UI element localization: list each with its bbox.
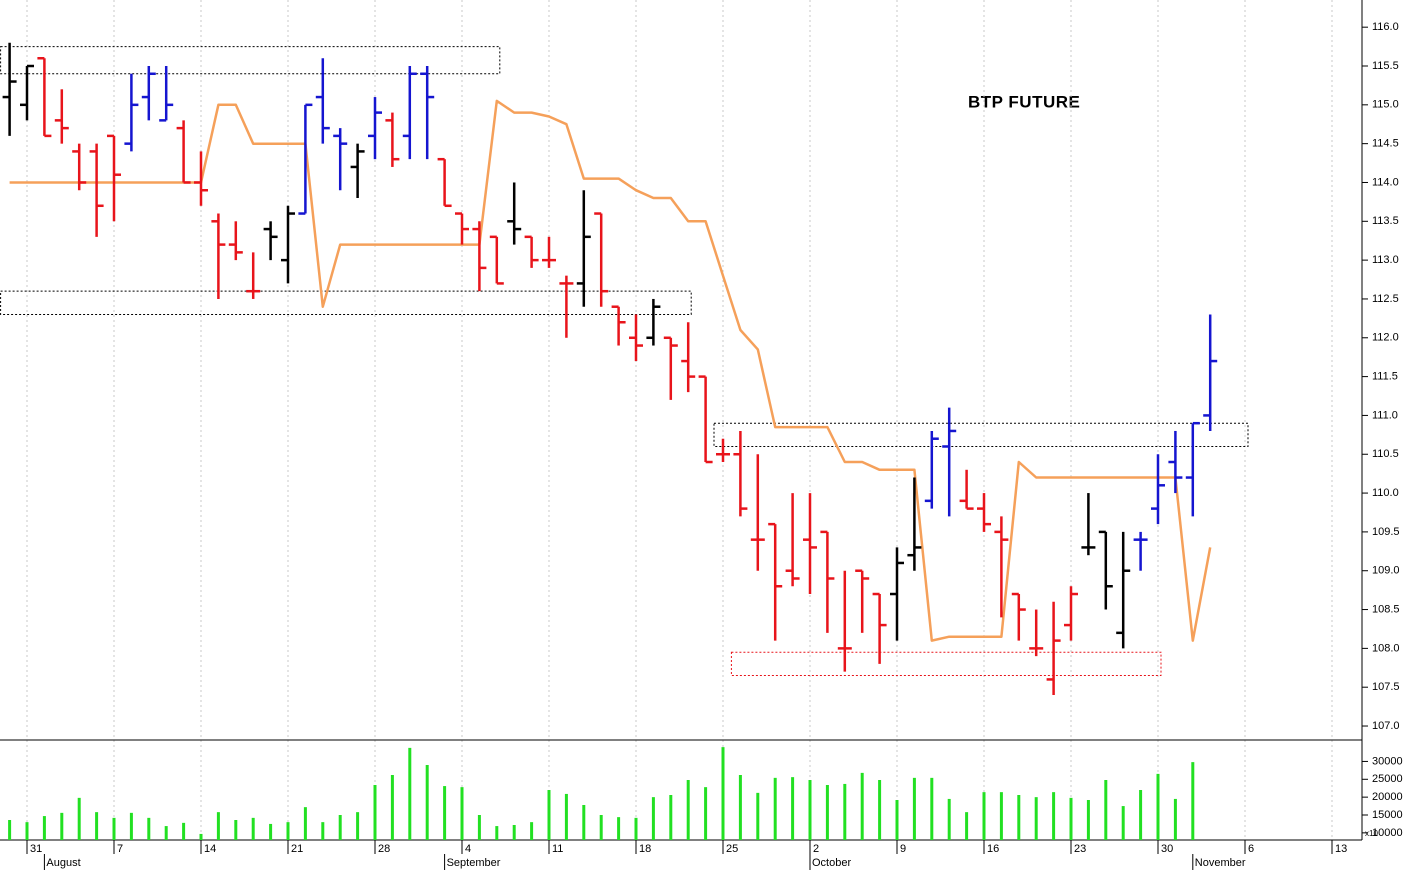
x-tick-label: 21 — [291, 843, 303, 855]
y-tick-label: 112.0 — [1372, 332, 1399, 344]
price-zone — [713, 422, 1249, 447]
x-tick-label: 30 — [1161, 843, 1173, 855]
x-tick-label: 14 — [204, 843, 216, 855]
month-label: October — [812, 857, 851, 869]
x-tick-label: 25 — [726, 843, 738, 855]
x-tick-label: 18 — [639, 843, 651, 855]
volume-tick-label: 30000 — [1372, 755, 1403, 767]
y-tick-label: 107.5 — [1372, 681, 1400, 693]
x-tick-label: 31 — [30, 843, 42, 855]
y-tick-label: 109.0 — [1372, 565, 1400, 577]
y-tick-label: 113.5 — [1372, 215, 1399, 227]
x-tick-label: 9 — [900, 843, 906, 855]
price-zone — [0, 46, 501, 75]
y-tick-label: 112.5 — [1372, 293, 1399, 305]
y-tick-label: 111.0 — [1372, 409, 1398, 421]
y-tick-label: 114.5 — [1372, 138, 1399, 150]
y-tick-label: 116.0 — [1372, 21, 1399, 33]
volume-tick-label: 15000 — [1372, 809, 1403, 821]
y-tick-label: 107.0 — [1372, 720, 1400, 732]
x-tick-label: 23 — [1074, 843, 1086, 855]
x-tick-label: 11 — [552, 843, 563, 855]
y-tick-label: 114.0 — [1372, 176, 1399, 188]
y-tick-label: 108.5 — [1372, 603, 1400, 615]
price-zone — [0, 290, 692, 315]
x-tick-label: 2 — [813, 843, 819, 855]
volume-tick-label: 10000 — [1372, 827, 1403, 839]
price-zone — [730, 651, 1162, 677]
y-tick-label: 110.0 — [1372, 487, 1399, 499]
x-tick-label: 28 — [378, 843, 390, 855]
volume-tick-label: 25000 — [1372, 773, 1403, 785]
volume-unit: x10 — [1365, 829, 1378, 838]
x-tick-label: 7 — [117, 843, 123, 855]
y-tick-label: 110.5 — [1372, 448, 1399, 460]
x-tick-label: 4 — [465, 843, 471, 855]
y-tick-label: 111.5 — [1372, 371, 1398, 383]
chart-title: BTP FUTURE — [968, 92, 1080, 111]
y-tick-label: 109.5 — [1372, 526, 1400, 538]
y-tick-label: 115.0 — [1372, 99, 1399, 111]
month-label: September — [447, 857, 501, 869]
x-tick-label: 6 — [1248, 843, 1254, 855]
month-label: August — [46, 857, 80, 869]
x-tick-label: 13 — [1335, 843, 1347, 855]
month-label: November — [1195, 857, 1246, 869]
y-tick-label: 113.0 — [1372, 254, 1399, 266]
x-tick-label: 16 — [987, 843, 999, 855]
y-tick-label: 108.0 — [1372, 642, 1400, 654]
volume-tick-label: 20000 — [1372, 791, 1403, 803]
overlay-line — [9, 99, 1212, 642]
y-tick-label: 115.5 — [1372, 60, 1399, 72]
